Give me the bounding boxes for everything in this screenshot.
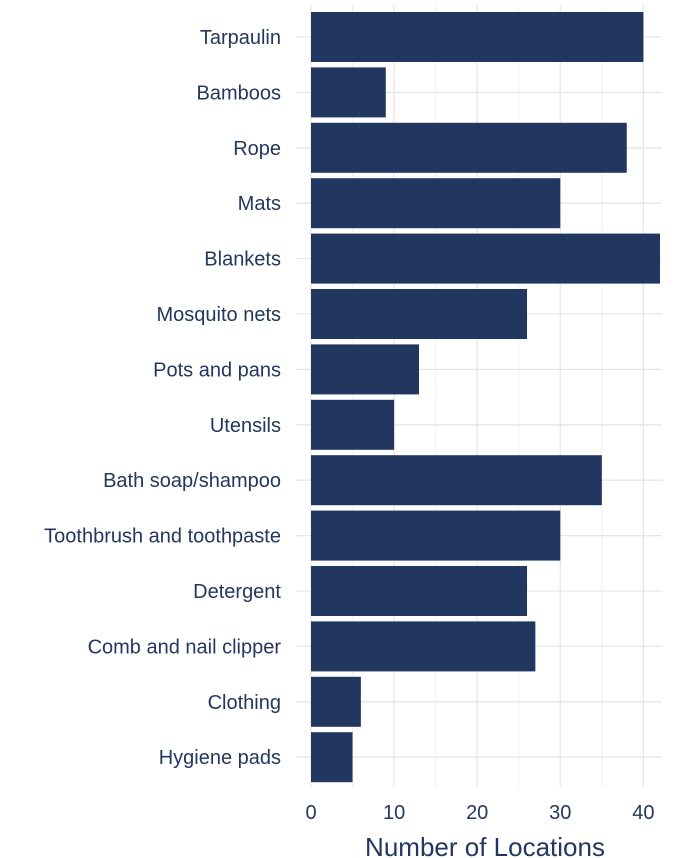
category-label: Utensils	[210, 415, 281, 437]
x-axis-ticks: 0 10 20 30 40	[305, 802, 654, 824]
category-label: Tarpaulin	[200, 27, 281, 49]
category-label: Hygiene pads	[159, 747, 281, 769]
bar	[311, 676, 361, 727]
bar	[311, 621, 536, 672]
bar	[311, 233, 660, 284]
category-label: Mats	[238, 193, 281, 215]
bar	[311, 399, 395, 450]
category-label: Mosquito nets	[156, 304, 281, 326]
x-tick-label: 40	[632, 802, 654, 824]
x-tick-label: 10	[383, 802, 405, 824]
category-label: Toothbrush and toothpaste	[44, 526, 281, 548]
bar	[311, 732, 353, 783]
x-axis-title: Number of Locations	[365, 832, 605, 858]
bar	[311, 12, 644, 62]
bar	[311, 510, 561, 561]
bar	[311, 122, 627, 173]
category-label: Rope	[233, 138, 281, 160]
category-label: Detergent	[193, 581, 281, 603]
bars	[311, 12, 660, 783]
category-label: Bath soap/shampoo	[103, 470, 281, 492]
category-label: Comb and nail clipper	[88, 636, 282, 658]
bar	[311, 67, 386, 118]
bar	[311, 455, 602, 506]
bar	[311, 344, 420, 395]
x-tick-label: 0	[305, 802, 316, 824]
bar	[311, 566, 528, 616]
x-tick-label: 20	[466, 802, 488, 824]
category-labels: Tarpaulin Bamboos Rope Mats Blankets Mosquito…	[44, 27, 281, 769]
category-label: Clothing	[208, 692, 281, 714]
bar	[311, 178, 561, 229]
bar	[311, 289, 528, 339]
x-tick-label: 30	[549, 802, 571, 824]
category-label: Pots and pans	[153, 359, 281, 381]
category-label: Bamboos	[197, 82, 282, 104]
category-label: Blankets	[204, 249, 281, 271]
